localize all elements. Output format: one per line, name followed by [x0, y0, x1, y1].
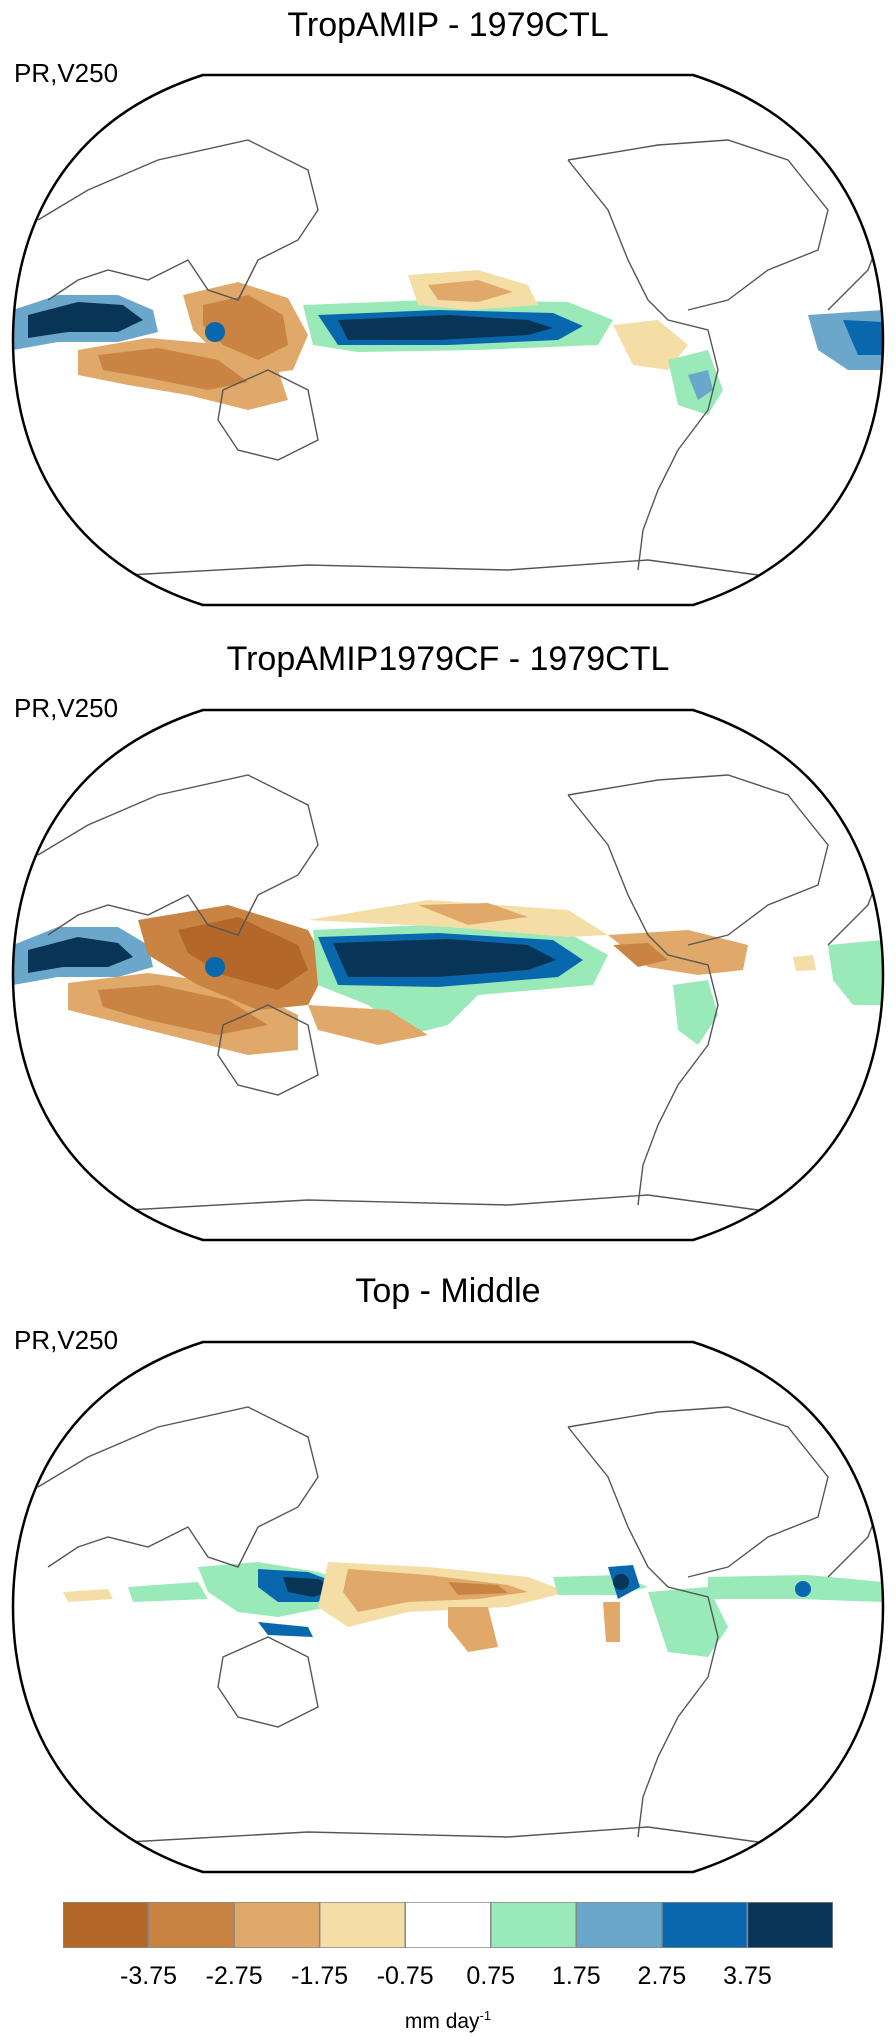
anomaly-wet-atlantic-core	[843, 320, 883, 355]
colorbar-tick-label: 3.75	[723, 1962, 772, 1990]
colorbar-tick-label: -3.75	[120, 1962, 178, 1990]
panel-1-title: TropAMIP - 1979CTL	[287, 6, 609, 44]
anomaly-dry-colombia	[608, 930, 748, 975]
anomaly-wet-png	[258, 1622, 313, 1637]
colorbar-swatch-1	[147, 1902, 235, 1948]
colorbar-swatch-3	[318, 1902, 406, 1948]
anomaly-wet-spot	[205, 957, 225, 977]
anomaly-dry-pacific-core	[343, 1569, 528, 1612]
panel-3-title: Top - Middle	[355, 1272, 541, 1310]
map-panel-1	[11, 73, 885, 607]
colorbar-tick-label: -2.75	[205, 1962, 263, 1990]
anomaly-wet-indian	[128, 1582, 208, 1602]
anomaly-dry-west-indian	[63, 1589, 113, 1602]
anomaly-dry-npac-core	[418, 903, 528, 925]
colorbar-swatch-8	[746, 1902, 833, 1948]
panel-2-title: TropAMIP1979CF - 1979CTL	[226, 640, 670, 678]
anomaly-dry-sindian-core	[98, 985, 268, 1035]
anomaly-wet-amazon	[648, 1587, 728, 1657]
anomaly-dry-maritime-core	[203, 295, 288, 360]
anomaly-dry-sindian-core	[98, 348, 248, 390]
colorbar-swatch-6	[575, 1902, 663, 1948]
anomaly-wet-colombia-core	[613, 1574, 629, 1590]
anomaly-wet-atl-spot	[795, 1581, 811, 1597]
anomaly-dry-peru	[603, 1602, 620, 1642]
anomaly-wet-pacific-core	[333, 939, 556, 977]
anomaly-wet-pacific-core	[338, 315, 553, 340]
unit-text: mm day	[404, 2010, 480, 2033]
anomaly-dry-pacific-deep	[448, 1582, 508, 1595]
anomaly-wet-brazil-core	[688, 370, 713, 400]
anomaly-dry-maritime-core	[178, 917, 308, 990]
anomaly-wet-brazil	[673, 980, 718, 1045]
colorbar	[63, 1902, 833, 1948]
colorbar-tick-label: 1.75	[551, 1962, 601, 1990]
anomaly-wet-atlantic	[828, 940, 883, 1005]
anomaly-dry-amazon	[613, 320, 688, 370]
map-panel-2	[11, 708, 885, 1242]
anomaly-wet-indian-core	[28, 302, 143, 338]
anomaly-dry-spcz	[448, 1607, 498, 1652]
colorbar-swatch-7	[661, 1902, 749, 1948]
anomaly-dry-safrica-e	[308, 1005, 428, 1045]
colorbar-unit: mm day-1	[0, 2008, 896, 2034]
colorbar-swatch-5	[490, 1902, 578, 1948]
colorbar-tick-label: -1.75	[291, 1962, 349, 1990]
map-border-2	[11, 708, 885, 1242]
unit-exponent: -1	[479, 2008, 492, 2023]
map-panel-3	[11, 1340, 885, 1874]
anomaly-dry-npac-core	[428, 280, 513, 302]
panel-1-subtitle: PR,V250	[14, 58, 119, 88]
colorbar-swatch-4	[404, 1902, 492, 1948]
colorbar-tick-label: 2.75	[637, 1962, 687, 1990]
anomaly-wet-spot	[205, 322, 225, 342]
panel-3-subtitle: PR,V250	[14, 1325, 119, 1355]
colorbar-swatch-0	[63, 1902, 150, 1948]
anomaly-dry-atl	[793, 955, 816, 971]
colorbar-tick-label: -0.75	[376, 1962, 434, 1990]
colorbar-tick-label: 0.75	[466, 1962, 516, 1990]
colorbar-swatch-2	[233, 1902, 321, 1948]
panel-2-subtitle: PR,V250	[14, 693, 119, 723]
anomaly-wet-indian-core	[28, 937, 133, 973]
map-border-3	[11, 1340, 885, 1874]
map-border-1	[11, 73, 885, 607]
anomaly-dry-colombia-core	[613, 943, 668, 967]
